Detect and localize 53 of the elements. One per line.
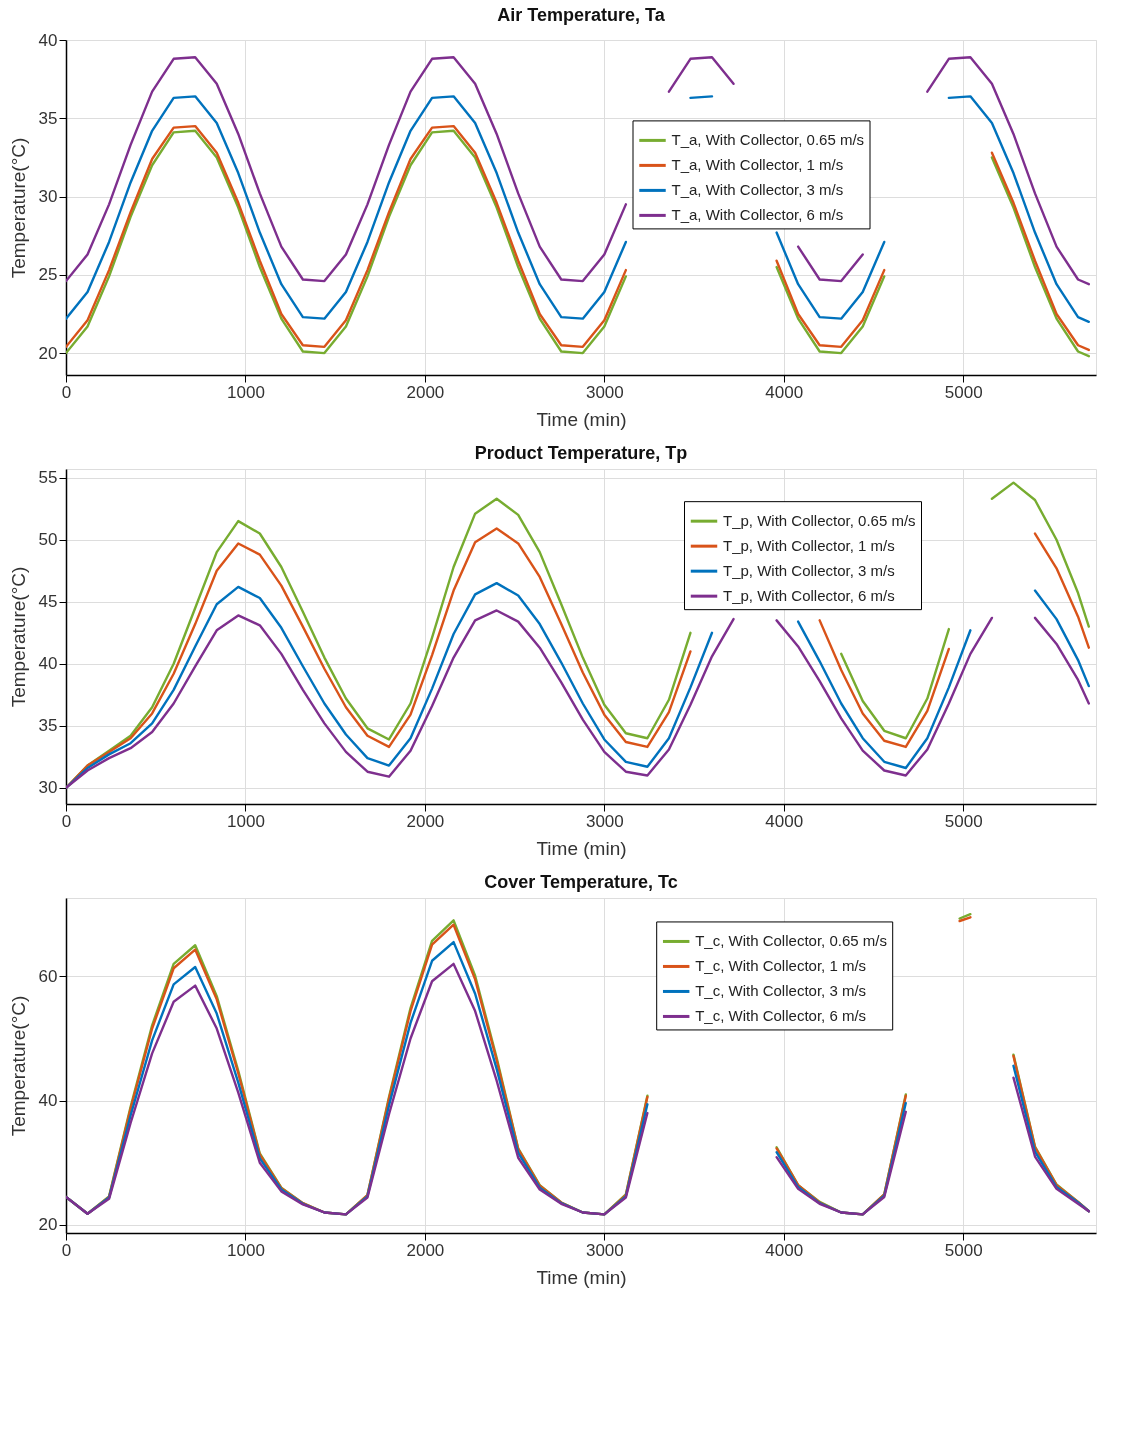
y-tick-label: 40 bbox=[38, 1091, 58, 1111]
legend-label: T_p, With Collector, 0.65 m/s bbox=[723, 512, 916, 530]
legend-label: T_a, With Collector, 0.65 m/s bbox=[671, 131, 865, 149]
x-tick-label: 5000 bbox=[944, 382, 983, 402]
x-tick-label: 3000 bbox=[585, 811, 624, 831]
x-tick-label: 1000 bbox=[227, 1240, 265, 1260]
x-axis-title: Time (min) bbox=[536, 1266, 627, 1288]
chart-title: Air Temperature, Ta bbox=[497, 5, 666, 25]
x-tick-label: 0 bbox=[61, 382, 72, 402]
chart-title: Cover Temperature, Tc bbox=[484, 872, 678, 892]
y-tick-label: 40 bbox=[38, 654, 58, 674]
y-tick-label: 60 bbox=[38, 966, 58, 986]
legend-label: T_c, With Collector, 6 m/s bbox=[695, 1007, 867, 1025]
y-tick-label: 25 bbox=[38, 265, 58, 285]
y-tick-label: 20 bbox=[38, 1215, 58, 1235]
legend-label: T_p, With Collector, 3 m/s bbox=[723, 562, 895, 580]
x-tick-label: 1000 bbox=[227, 811, 265, 831]
legend-label: T_p, With Collector, 6 m/s bbox=[723, 587, 895, 605]
x-tick-label: 2000 bbox=[406, 811, 445, 831]
x-axis-title: Time (min) bbox=[536, 837, 627, 859]
x-axis-title: Time (min) bbox=[536, 408, 627, 430]
x-tick-label: 4000 bbox=[765, 382, 804, 402]
y-tick-label: 55 bbox=[38, 468, 58, 488]
x-tick-label: 5000 bbox=[944, 1240, 983, 1260]
x-tick-label: 0 bbox=[61, 1240, 72, 1260]
x-tick-label: 1000 bbox=[227, 382, 265, 402]
legend-label: T_c, With Collector, 3 m/s bbox=[695, 982, 867, 1000]
y-tick-label: 30 bbox=[38, 778, 58, 798]
x-tick-label: 3000 bbox=[585, 382, 624, 402]
legend-label: T_a, With Collector, 1 m/s bbox=[671, 156, 844, 174]
y-axis-title: Temperature(°C) bbox=[7, 995, 29, 1137]
x-tick-label: 2000 bbox=[406, 1240, 445, 1260]
x-tick-label: 5000 bbox=[944, 811, 983, 831]
y-tick-label: 40 bbox=[38, 30, 58, 50]
y-tick-label: 30 bbox=[38, 187, 58, 207]
y-tick-label: 35 bbox=[38, 716, 58, 736]
x-tick-label: 2000 bbox=[406, 382, 445, 402]
y-tick-label: 50 bbox=[38, 530, 58, 550]
x-tick-label: 4000 bbox=[765, 1240, 804, 1260]
y-tick-label: 20 bbox=[38, 343, 58, 363]
x-tick-label: 0 bbox=[61, 811, 72, 831]
legend-label: T_a, With Collector, 6 m/s bbox=[671, 206, 844, 224]
y-tick-label: 35 bbox=[38, 108, 58, 128]
x-tick-label: 3000 bbox=[585, 1240, 624, 1260]
x-tick-label: 4000 bbox=[765, 811, 804, 831]
y-tick-label: 45 bbox=[38, 592, 58, 612]
legend-label: T_p, With Collector, 1 m/s bbox=[723, 537, 895, 555]
y-axis-title: Temperature(°C) bbox=[7, 137, 29, 279]
legend-label: T_c, With Collector, 0.65 m/s bbox=[695, 932, 887, 950]
legend-label: T_a, With Collector, 3 m/s bbox=[671, 181, 844, 199]
legend-label: T_c, With Collector, 1 m/s bbox=[695, 957, 867, 975]
y-axis-title: Temperature(°C) bbox=[7, 566, 29, 708]
chart-title: Product Temperature, Tp bbox=[474, 442, 688, 463]
